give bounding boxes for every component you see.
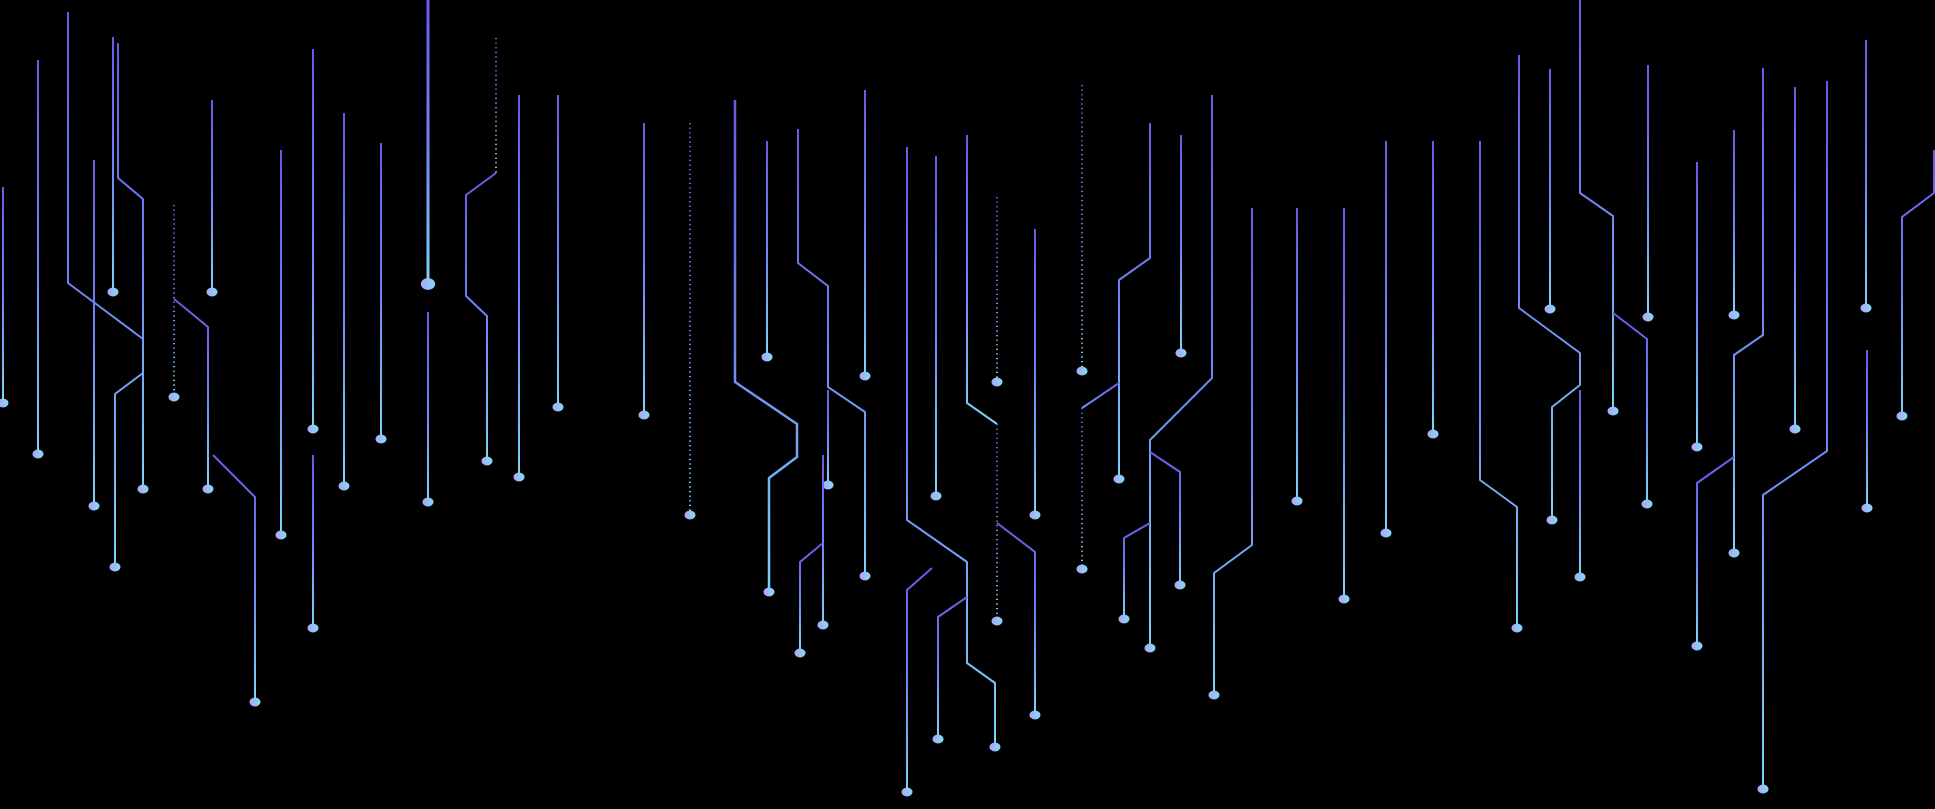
endpoint-dot xyxy=(1757,784,1769,794)
endpoint-dot xyxy=(109,562,121,572)
circuit-trace xyxy=(1762,81,1828,787)
endpoint-dot xyxy=(794,648,806,658)
endpoint-dot xyxy=(991,377,1003,387)
endpoint-dot xyxy=(932,734,944,744)
circuit-trace xyxy=(1081,382,1120,409)
circuit-trace xyxy=(797,129,866,574)
endpoint-dot xyxy=(168,392,180,402)
endpoint-dot xyxy=(552,402,564,412)
endpoint-dot xyxy=(1144,643,1156,653)
circuit-trace xyxy=(1901,150,1935,414)
endpoint-dot xyxy=(1896,411,1908,421)
endpoint-dot xyxy=(1607,406,1619,416)
circuit-trace xyxy=(1479,141,1518,626)
circuit-trace xyxy=(1149,451,1181,583)
endpoint-dot xyxy=(638,410,650,420)
endpoint-dot xyxy=(202,484,214,494)
endpoint-dot xyxy=(275,530,287,540)
circuit-trace xyxy=(799,542,824,651)
endpoint-dot xyxy=(901,787,913,797)
endpoint-dot xyxy=(761,352,773,362)
circuit-trace xyxy=(1149,95,1213,646)
endpoint-dot xyxy=(481,456,493,466)
endpoint-dot xyxy=(817,620,829,630)
endpoint-dot xyxy=(1174,580,1186,590)
endpoint-dot xyxy=(1728,310,1740,320)
circuit-trace xyxy=(1579,0,1614,409)
endpoint-dot xyxy=(1544,304,1556,314)
endpoint-dot xyxy=(1728,548,1740,558)
endpoint-dot xyxy=(822,480,834,490)
endpoint-dot xyxy=(1691,641,1703,651)
endpoint-dot xyxy=(206,287,218,297)
circuit-trace xyxy=(966,135,998,425)
circuit-trace xyxy=(1518,55,1581,518)
endpoint-dot xyxy=(32,449,44,459)
circuit-trace xyxy=(937,596,968,737)
endpoint-dot xyxy=(1691,442,1703,452)
endpoint-dot xyxy=(1574,572,1586,582)
endpoint-dot xyxy=(375,434,387,444)
endpoint-dot xyxy=(1118,614,1130,624)
endpoint-dot xyxy=(307,424,319,434)
endpoint-dot xyxy=(1113,474,1125,484)
endpoint-dot xyxy=(1029,710,1041,720)
endpoint-dot xyxy=(1076,564,1088,574)
endpoint-dot xyxy=(307,623,319,633)
circuit-trace xyxy=(1118,123,1151,477)
endpoint-dot xyxy=(513,472,525,482)
endpoint-dot xyxy=(1861,503,1873,513)
endpoint-dot xyxy=(1427,429,1439,439)
endpoint-dot xyxy=(338,481,350,491)
endpoint-dot xyxy=(1641,499,1653,509)
endpoint-dot xyxy=(1291,496,1303,506)
endpoint-dot xyxy=(137,484,149,494)
endpoint-dot xyxy=(859,371,871,381)
endpoint-dot xyxy=(1511,623,1523,633)
circuit-trace xyxy=(1123,522,1151,617)
circuit-trace xyxy=(1733,68,1764,551)
circuit-trace xyxy=(906,147,996,745)
endpoint-dot xyxy=(1789,424,1801,434)
endpoint-dot xyxy=(1076,366,1088,376)
endpoint-dot xyxy=(684,510,696,520)
endpoint-dot xyxy=(1338,594,1350,604)
endpoint-dot xyxy=(930,491,942,501)
circuit-trace xyxy=(117,43,144,487)
endpoint-dot xyxy=(88,501,100,511)
endpoint-dot xyxy=(763,587,775,597)
circuit-trace xyxy=(212,454,256,700)
endpoint-dot xyxy=(107,287,119,297)
endpoint-dot xyxy=(422,497,434,507)
endpoint-dot xyxy=(1380,528,1392,538)
circuit-trace xyxy=(1213,208,1253,693)
endpoint-dot xyxy=(1860,303,1872,313)
circuit-trace xyxy=(67,12,144,565)
endpoint-dot xyxy=(249,697,261,707)
endpoint-dot xyxy=(989,742,1001,752)
endpoint-dot xyxy=(1208,690,1220,700)
endpoint-dot xyxy=(1546,515,1558,525)
circuit-trace xyxy=(906,567,933,790)
endpoint-dot xyxy=(1029,510,1041,520)
circuit-trace xyxy=(465,172,497,459)
circuit-trace xyxy=(1612,312,1648,502)
circuit-trace xyxy=(733,100,799,590)
endpoint-dot xyxy=(420,278,436,290)
circuit-trace xyxy=(173,298,209,487)
circuit-trace xyxy=(1696,456,1735,644)
endpoint-dot xyxy=(1642,312,1654,322)
circuit-trace xyxy=(996,522,1036,713)
endpoint-dot xyxy=(991,616,1003,626)
endpoint-dot xyxy=(1175,348,1187,358)
endpoint-dot xyxy=(0,398,9,408)
endpoint-dot xyxy=(859,571,871,581)
